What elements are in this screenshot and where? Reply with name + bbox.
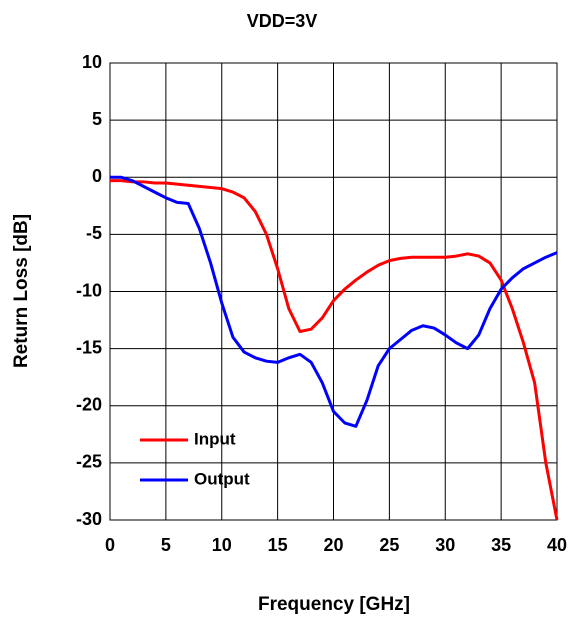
x-tick-label: 5 bbox=[161, 535, 171, 555]
x-tick-label: 30 bbox=[435, 535, 455, 555]
legend-label: Input bbox=[194, 429, 236, 448]
y-tick-label: 10 bbox=[82, 52, 102, 72]
y-tick-label: -5 bbox=[86, 223, 102, 243]
y-tick-label: 0 bbox=[92, 166, 102, 186]
y-tick-label: 5 bbox=[92, 109, 102, 129]
y-axis-label: Return Loss [dB] bbox=[11, 214, 32, 368]
x-tick-label: 0 bbox=[105, 535, 115, 555]
x-tick-label: 15 bbox=[268, 535, 288, 555]
data-line bbox=[110, 175, 558, 428]
y-tick-label: -25 bbox=[76, 452, 102, 472]
x-tick-label: 10 bbox=[212, 535, 232, 555]
y-tick-label: -20 bbox=[76, 395, 102, 415]
y-tick-label: -15 bbox=[76, 337, 102, 357]
legend-label: Output bbox=[194, 469, 250, 488]
x-tick-label: 35 bbox=[491, 535, 511, 555]
x-tick-label: 40 bbox=[547, 535, 567, 555]
chart-title: VDD=3V bbox=[247, 11, 318, 31]
x-tick-label: 25 bbox=[379, 535, 399, 555]
y-tick-label: -10 bbox=[76, 280, 102, 300]
data-line bbox=[110, 179, 559, 521]
y-tick-label: -30 bbox=[76, 509, 102, 529]
x-axis-label: Frequency [GHz] bbox=[258, 594, 410, 615]
x-tick-label: 20 bbox=[323, 535, 343, 555]
